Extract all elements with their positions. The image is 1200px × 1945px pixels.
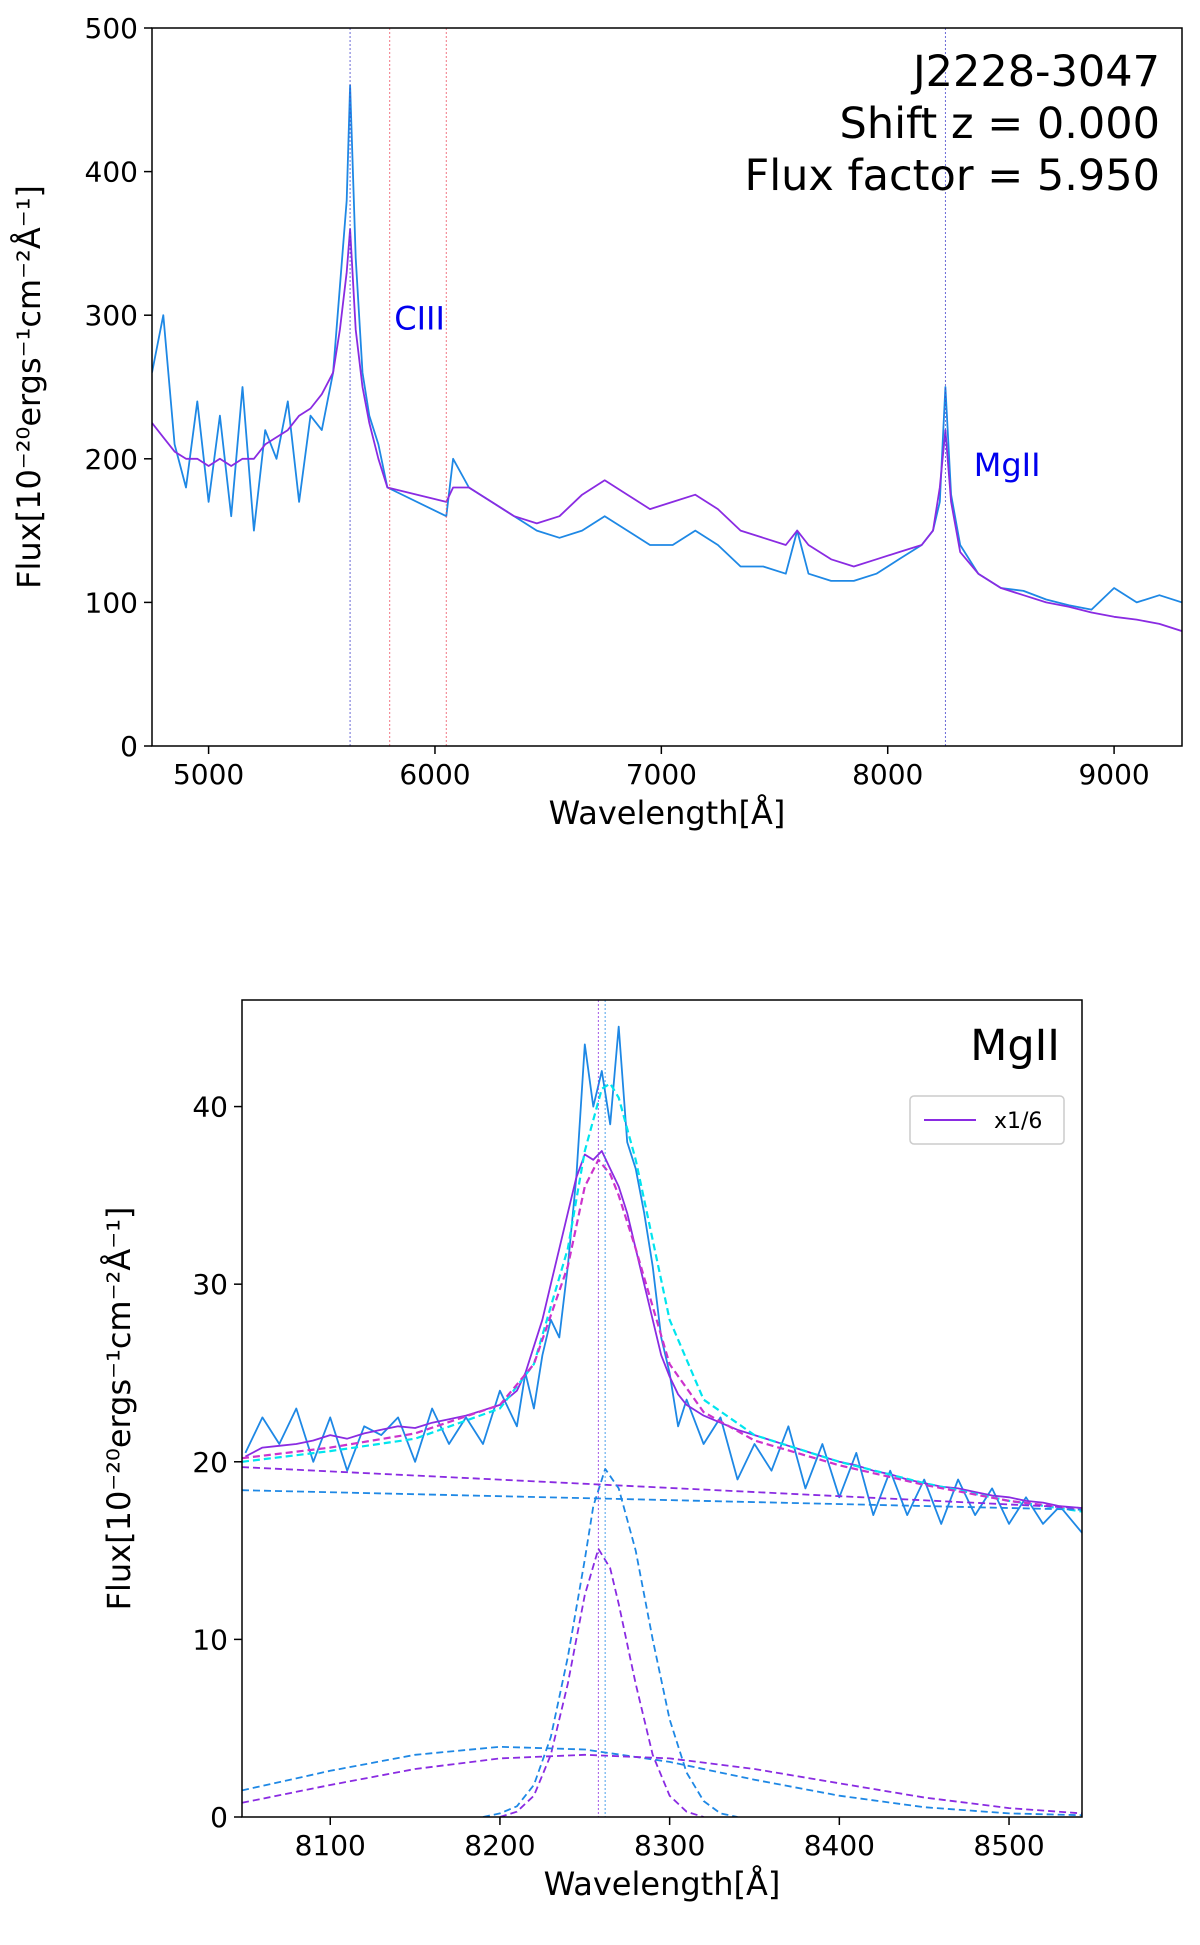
- x-axis-label: Wavelength[Å]: [549, 794, 786, 832]
- line-label: CIII: [394, 300, 445, 338]
- panel-title: MgII: [970, 1021, 1060, 1071]
- flux-factor-label: Flux factor = 5.950: [745, 151, 1161, 201]
- y-tick-label: 300: [85, 299, 138, 332]
- legend: x1/6: [909, 1095, 1065, 1145]
- series-line-3: [242, 1082, 1082, 1513]
- x-tick-label: 8100: [295, 1829, 366, 1862]
- object-name: J2228-3047: [910, 47, 1160, 97]
- y-tick-label: 0: [120, 730, 138, 763]
- series-line-1: [244, 1025, 1082, 1534]
- axis-ticks-group: 8100 8200 8300 8400 8500 0 10 20 30 40: [192, 1091, 1044, 1862]
- x-tick-label: 6000: [399, 758, 470, 791]
- legend-box: [909, 1095, 1065, 1145]
- plot-frame: [241, 999, 1083, 1818]
- series-line-9: [242, 1745, 1082, 1817]
- line-labels-group: CIII MgII: [394, 300, 1040, 484]
- y-axis-label: Flux[10⁻²⁰ergs⁻¹cm⁻²Å⁻¹]: [100, 1207, 138, 1611]
- spectrum-series-group: [152, 84, 1182, 632]
- series-line-5: [242, 1466, 1082, 1509]
- y-tick-label: 200: [85, 443, 138, 476]
- x-tick-label: 9000: [1078, 758, 1149, 791]
- axis-ticks-group: 5000 6000 7000 8000 9000 0 100 200 300 400 500: [85, 12, 1150, 791]
- series-line-8: [499, 1547, 704, 1817]
- mgii-reference-lines-group: [597, 1000, 606, 1817]
- y-tick-label: 30: [192, 1268, 228, 1301]
- y-tick-label: 500: [85, 12, 138, 45]
- y-axis-label: Flux[10⁻²⁰ergs⁻¹cm⁻²Å⁻¹]: [10, 185, 48, 589]
- y-tick-label: 40: [192, 1091, 228, 1124]
- legend-entry: x1/6: [994, 1109, 1042, 1134]
- series-line-2: [152, 228, 1182, 632]
- y-tick-label: 20: [192, 1446, 228, 1479]
- plot-frame: [151, 27, 1183, 747]
- x-tick-label: 5000: [173, 758, 244, 791]
- y-tick-label: 100: [85, 586, 138, 619]
- x-tick-label: 8500: [973, 1829, 1044, 1862]
- series-line-1: [152, 84, 1182, 611]
- series-line-6: [242, 1489, 1082, 1511]
- spectrum-panel: 5000 6000 7000 8000 9000 0 100 200 300 400 500 CII…: [10, 12, 1183, 832]
- x-tick-label: 8200: [464, 1829, 535, 1862]
- y-tick-label: 10: [192, 1623, 228, 1656]
- y-tick-label: 400: [85, 156, 138, 189]
- x-tick-label: 7000: [626, 758, 697, 791]
- series-line-4: [242, 1158, 1082, 1511]
- x-tick-label: 8300: [634, 1829, 705, 1862]
- x-axis-label: Wavelength[Å]: [544, 1865, 781, 1903]
- y-tick-label: 0: [210, 1801, 228, 1834]
- line-label: MgII: [974, 446, 1041, 484]
- x-tick-label: 8400: [804, 1829, 875, 1862]
- x-tick-label: 8000: [852, 758, 923, 791]
- shift-z-label: Shift z = 0.000: [840, 99, 1160, 149]
- series-line-10: [242, 1753, 1082, 1815]
